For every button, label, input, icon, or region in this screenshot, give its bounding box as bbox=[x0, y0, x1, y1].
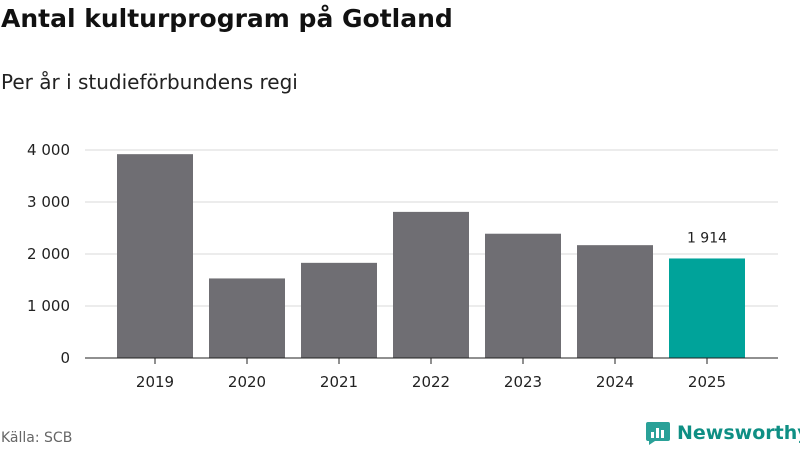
source-note: Källa: SCB bbox=[1, 430, 73, 446]
y-tick-label: 4 000 bbox=[27, 141, 70, 159]
brand-name: Newsworthy bbox=[677, 422, 800, 444]
y-tick-label: 3 000 bbox=[27, 193, 70, 211]
data-label-2025: 1 914 bbox=[687, 230, 727, 246]
x-tick-label: 2025 bbox=[688, 373, 726, 391]
x-tick-label: 2019 bbox=[136, 373, 174, 391]
bar-2020 bbox=[209, 278, 285, 358]
bar-2022 bbox=[393, 211, 469, 358]
bar-2021 bbox=[301, 262, 377, 358]
newsworthy-logo-icon bbox=[646, 422, 670, 445]
x-axis-labels: 2019 2020 2021 2022 2023 2024 2025 bbox=[136, 373, 726, 391]
chart-title: Antal kulturprogram på Gotland bbox=[1, 4, 453, 33]
bar-2024 bbox=[577, 245, 653, 358]
y-tick-label: 1 000 bbox=[27, 297, 70, 315]
bar-2023 bbox=[485, 233, 561, 358]
bar-2025 bbox=[669, 258, 745, 358]
data-labels: 1 914 bbox=[687, 230, 727, 246]
x-tick-label: 2020 bbox=[228, 373, 266, 391]
bars bbox=[117, 154, 745, 358]
y-tick-label: 2 000 bbox=[27, 245, 70, 263]
bar-2019 bbox=[117, 154, 193, 358]
y-tick-label: 0 bbox=[60, 349, 70, 367]
x-axis-ticks bbox=[154, 358, 708, 364]
y-axis-labels: 0 1 000 2 000 3 000 4 000 bbox=[27, 141, 70, 367]
brand-logo: Newsworthy bbox=[645, 420, 800, 446]
x-tick-label: 2024 bbox=[596, 373, 634, 391]
x-tick-label: 2021 bbox=[320, 373, 358, 391]
x-tick-label: 2023 bbox=[504, 373, 542, 391]
chart-subtitle: Per år i studieförbundens regi bbox=[1, 70, 298, 94]
x-tick-label: 2022 bbox=[412, 373, 450, 391]
